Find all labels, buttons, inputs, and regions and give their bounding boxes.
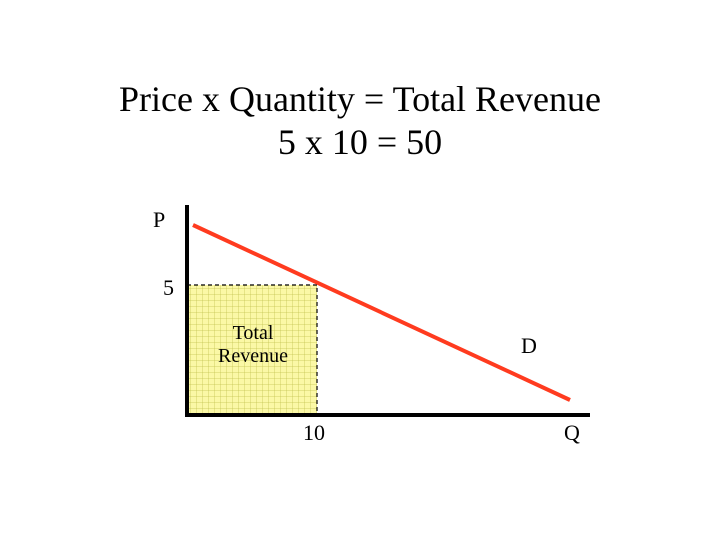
x-axis-label: Q [564, 420, 580, 446]
revenue-box-label-line1: Total [208, 322, 298, 345]
slide-title: Price x Quantity = Total Revenue 5 x 10 … [0, 78, 720, 164]
demand-label: D [521, 333, 537, 359]
x-tick-label: 10 [303, 420, 325, 446]
slide: Price x Quantity = Total Revenue 5 x 10 … [0, 0, 720, 540]
title-line-1: Price x Quantity = Total Revenue [0, 78, 720, 121]
y-tick-label: 5 [163, 275, 174, 301]
y-axis-label: P [153, 207, 165, 233]
revenue-box-label-line2: Revenue [208, 345, 298, 368]
title-line-2: 5 x 10 = 50 [0, 121, 720, 164]
revenue-box-label: Total Revenue [208, 322, 298, 368]
